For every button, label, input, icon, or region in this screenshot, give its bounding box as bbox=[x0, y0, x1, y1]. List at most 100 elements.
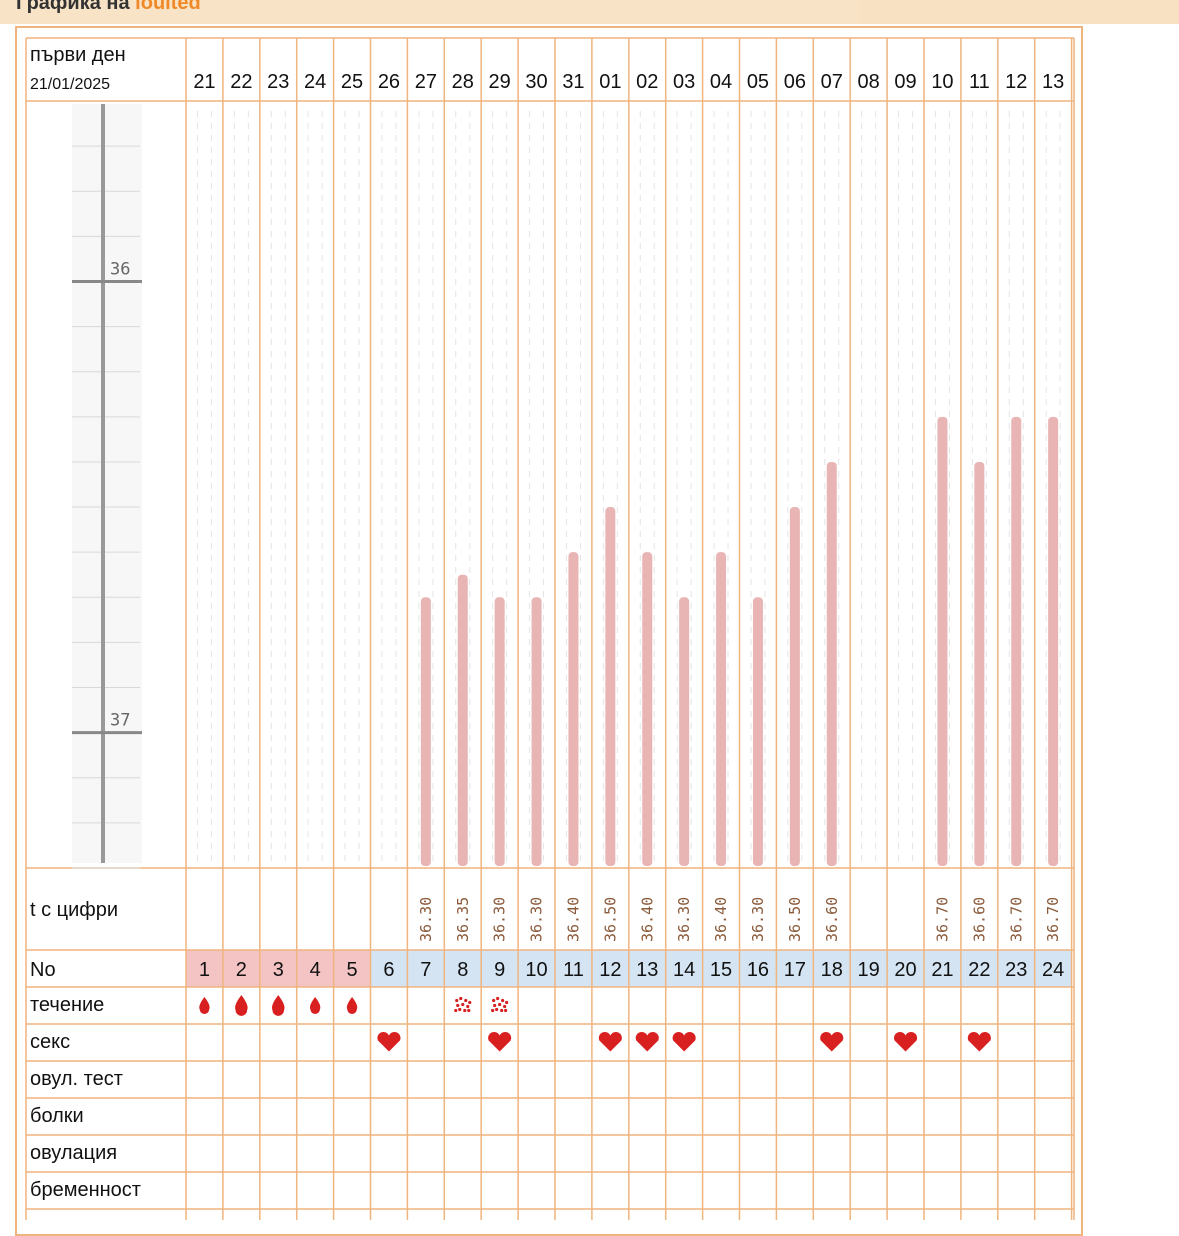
spot-dot bbox=[454, 1008, 458, 1013]
temperature-bar bbox=[642, 552, 653, 866]
cycle-day-number: 16 bbox=[747, 959, 769, 981]
day-label: 26 bbox=[378, 71, 400, 93]
day-label: 06 bbox=[784, 71, 806, 93]
spot-dot bbox=[455, 998, 459, 1003]
cycle-day-cell bbox=[186, 950, 223, 987]
temperature-bar bbox=[974, 461, 985, 866]
day-label: 09 bbox=[894, 71, 916, 93]
cycle-day-cell bbox=[333, 950, 371, 987]
temperature-value: 36.35 bbox=[454, 897, 472, 942]
temperature-value: 36.50 bbox=[601, 897, 619, 942]
cycle-day-number: 20 bbox=[894, 959, 916, 981]
temperature-bar bbox=[568, 552, 579, 866]
temperature-bar bbox=[420, 597, 431, 866]
cycle-day-cell bbox=[444, 950, 482, 987]
cycle-day-cell bbox=[591, 950, 629, 987]
cycle-day-cell bbox=[1034, 950, 1072, 987]
day-label: 12 bbox=[1005, 71, 1027, 93]
heart-icon bbox=[377, 1031, 401, 1052]
cycle-day-number: 21 bbox=[931, 959, 953, 981]
ovulation-row-label: овулация bbox=[30, 1142, 117, 1164]
day-label: 08 bbox=[858, 71, 880, 93]
no-row-label: No bbox=[30, 959, 56, 981]
day-label: 29 bbox=[489, 71, 511, 93]
day-label: 10 bbox=[931, 71, 953, 93]
temperature-value: 36.60 bbox=[823, 897, 841, 942]
temperature-bar bbox=[531, 597, 542, 866]
temperature-bar bbox=[605, 507, 616, 866]
first-day-label: първи ден bbox=[30, 44, 126, 66]
blood-drop-icon bbox=[309, 996, 321, 1015]
temperature-scale: 37 36 bbox=[72, 104, 142, 869]
cycle-day-number: 22 bbox=[968, 959, 990, 981]
cycle-day-cell bbox=[924, 950, 961, 987]
day-label: 27 bbox=[415, 71, 437, 93]
chart-frame bbox=[15, 26, 1083, 1236]
cycle-day-number: 8 bbox=[457, 959, 468, 981]
temperature-value: 36.30 bbox=[491, 897, 509, 942]
cycle-day-number: 2 bbox=[236, 959, 247, 981]
spotting-icon bbox=[454, 996, 472, 1013]
day-label: 02 bbox=[636, 71, 658, 93]
spot-dot bbox=[501, 998, 505, 1003]
spot-dot bbox=[503, 1004, 507, 1009]
temperature-value: 36.60 bbox=[970, 897, 988, 942]
cycle-day-number: 18 bbox=[821, 959, 843, 981]
temperature-bar bbox=[716, 552, 727, 866]
spot-dot bbox=[463, 1008, 467, 1013]
day-label: 23 bbox=[267, 71, 289, 93]
user-link[interactable]: ioulted bbox=[135, 0, 201, 14]
right-panel bbox=[860, 0, 1179, 24]
spot-dot bbox=[461, 1002, 465, 1007]
day-label: 30 bbox=[525, 71, 547, 93]
temperature-value: 36.30 bbox=[675, 897, 693, 942]
cycle-day-cell bbox=[887, 950, 924, 987]
temperature-bar bbox=[494, 597, 505, 866]
day-label: 22 bbox=[230, 71, 252, 93]
spot-dot bbox=[491, 1008, 495, 1013]
spot-dot bbox=[456, 1003, 460, 1008]
spotting-icon bbox=[491, 996, 509, 1013]
scale-background bbox=[72, 104, 142, 863]
cycle-day-cell bbox=[960, 950, 998, 987]
day-label: 28 bbox=[452, 71, 474, 93]
spot-dot bbox=[466, 1004, 470, 1009]
pain-row-label: болки bbox=[30, 1105, 84, 1127]
day-label: 04 bbox=[710, 71, 732, 93]
temperature-value: 36.50 bbox=[786, 897, 804, 942]
day-label: 11 bbox=[969, 71, 990, 93]
cycle-day-number: 7 bbox=[420, 959, 431, 981]
pregnancy-row-label: бременност bbox=[30, 1179, 141, 1201]
heart-icon bbox=[894, 1031, 918, 1052]
spot-dot bbox=[468, 1000, 472, 1005]
cycle-day-cell bbox=[555, 950, 592, 987]
ovul-test-row-label: овул. тест bbox=[30, 1068, 123, 1090]
cycle-day-number: 13 bbox=[636, 959, 658, 981]
cycle-day-number: 12 bbox=[599, 959, 621, 981]
temperature-bar bbox=[937, 416, 948, 866]
temperature-bar bbox=[789, 507, 800, 866]
temperature-bar bbox=[679, 597, 690, 866]
cycle-day-number: 1 bbox=[199, 959, 210, 981]
heart-icon bbox=[598, 1031, 622, 1052]
cycle-day-number: 6 bbox=[383, 959, 394, 981]
cycle-day-cell bbox=[702, 950, 740, 987]
spot-dot bbox=[500, 1008, 504, 1013]
cycle-day-number: 5 bbox=[346, 959, 357, 981]
spot-dot bbox=[458, 1007, 462, 1012]
temperature-bar bbox=[457, 574, 468, 866]
blood-drop-icon bbox=[199, 996, 210, 1015]
temperature-value: 36.40 bbox=[564, 897, 582, 942]
spot-dot bbox=[495, 1007, 499, 1012]
temperature-bar bbox=[752, 597, 763, 866]
cycle-day-cell bbox=[850, 950, 888, 987]
cycle-day-number: 9 bbox=[494, 959, 505, 981]
flow-row-label: течение bbox=[30, 994, 104, 1016]
cycle-day-number: 10 bbox=[525, 959, 547, 981]
temperature-bar bbox=[1011, 416, 1022, 866]
day-label: 01 bbox=[599, 71, 621, 93]
day-label: 05 bbox=[747, 71, 769, 93]
temperature-value: 36.30 bbox=[417, 897, 435, 942]
blood-drop-icon bbox=[346, 996, 358, 1015]
